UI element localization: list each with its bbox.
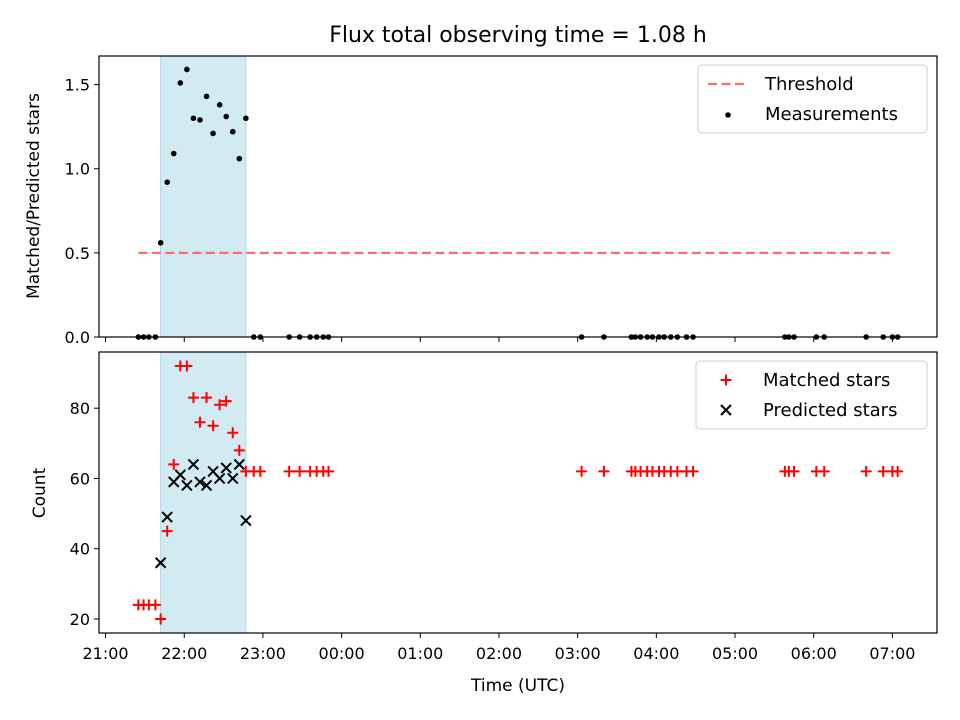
- x-axis-label: Time (UTC): [470, 676, 565, 696]
- measurement-point: [197, 117, 203, 123]
- predicted-star-marker: [154, 557, 167, 569]
- predicted-star-marker: [240, 514, 252, 527]
- x-tick-label: 07:00: [869, 644, 915, 663]
- y-tick-label: 0.5: [65, 244, 90, 263]
- predicted-star-marker: [200, 479, 213, 492]
- predicted-star-marker: [174, 469, 187, 481]
- x-tick-label: 02:00: [476, 644, 522, 663]
- legend-label-predicted: Predicted stars: [763, 400, 897, 421]
- x-tick-label: 23:00: [240, 644, 286, 663]
- y-tick-label: 1.5: [65, 76, 90, 95]
- measurement-point: [229, 128, 236, 135]
- x-tick-label: 04:00: [633, 644, 679, 663]
- measurement-point: [210, 130, 216, 137]
- y-tick-label: 60: [70, 469, 90, 488]
- matched-star-marker: [187, 392, 199, 404]
- measurement-point: [184, 66, 190, 73]
- legend: Matched stars Predicted stars: [695, 360, 928, 430]
- matched-star-marker: [220, 395, 232, 407]
- x-tick-label: 22:00: [161, 644, 207, 663]
- matched-star-marker: [168, 458, 180, 470]
- observing-span: [160, 351, 247, 634]
- legend-box: [697, 64, 928, 134]
- matched-star-marker: [892, 465, 904, 477]
- predicted-star-marker: [233, 458, 246, 471]
- measurement-point: [170, 150, 177, 157]
- matched-star-marker: [720, 374, 732, 386]
- predicted-star-marker: [213, 472, 226, 485]
- x-tick-label: 21:00: [83, 644, 129, 663]
- matched-star-marker: [576, 465, 588, 477]
- measurement-point: [190, 115, 197, 122]
- predicted-star-marker: [161, 511, 173, 523]
- chart-title: Flux total observing time = 1.08 h: [329, 23, 707, 48]
- matched-star-marker: [161, 525, 173, 537]
- y-tick-label: 0.0: [65, 328, 90, 347]
- matched-star-marker: [149, 599, 161, 611]
- legend-measurement-swatch: [725, 112, 731, 118]
- x-tick-label: 05:00: [712, 644, 758, 663]
- x-tick-label: 00:00: [319, 644, 365, 663]
- bottom-y-axis-label: Count: [30, 467, 50, 518]
- legend-label-measurements: Measurements: [765, 104, 898, 125]
- x-tick-label: 06:00: [791, 644, 837, 663]
- matched-star-marker: [598, 465, 610, 477]
- y-tick-label: 20: [70, 610, 90, 629]
- measurement-point: [157, 239, 164, 246]
- matched-star-marker: [194, 416, 206, 428]
- observing-span: [160, 55, 247, 338]
- y-tick-label: 40: [70, 540, 90, 559]
- predicted-star-marker: [187, 458, 200, 471]
- top-panel: 0.0 0.5 1.0 1.5 Threshold Measurements: [65, 55, 938, 347]
- y-tick-label: 80: [70, 399, 90, 418]
- measurement-point: [164, 179, 170, 185]
- matched-star-marker: [877, 465, 889, 477]
- matched-star-marker: [181, 360, 193, 372]
- matched-star-marker: [294, 465, 306, 477]
- bottom-panel: 21:00 22:00 23:00 00:00 01:00 02:00 03:00 04:00…: [70, 351, 938, 663]
- matched-star-marker: [233, 444, 245, 456]
- matched-star-marker: [227, 427, 239, 439]
- y-tick-label: 1.0: [65, 160, 90, 179]
- legend-label-threshold: Threshold: [764, 74, 854, 95]
- matched-star-marker: [254, 465, 266, 477]
- measurement-point: [203, 93, 210, 100]
- matched-star-marker: [860, 465, 872, 477]
- axes-frame: [98, 55, 938, 338]
- matched-star-marker: [155, 613, 167, 625]
- measurement-point: [223, 113, 230, 120]
- x-tick-label: 03:00: [555, 644, 601, 663]
- matched-star-marker: [788, 465, 800, 477]
- matched-star-marker: [207, 420, 219, 432]
- predicted-star-marker: [720, 404, 732, 416]
- measurement-point: [243, 115, 249, 122]
- predicted-star-marker: [227, 472, 239, 485]
- matched-star-marker: [687, 465, 699, 477]
- measurement-point: [216, 101, 223, 108]
- matched-star-marker: [214, 399, 226, 411]
- legend: Threshold Measurements: [697, 64, 928, 134]
- legend-label-matched: Matched stars: [763, 370, 890, 391]
- predicted-star-marker: [181, 479, 193, 492]
- matched-star-marker: [283, 465, 295, 477]
- x-tick-label: 01:00: [397, 644, 443, 663]
- legend-box: [695, 360, 928, 430]
- matched-star-marker: [671, 465, 683, 477]
- matched-star-marker: [322, 465, 334, 477]
- matched-star-marker: [201, 392, 213, 404]
- axes-frame: [98, 351, 938, 634]
- predicted-star-marker: [220, 462, 232, 474]
- matched-star-marker: [818, 465, 830, 477]
- top-y-axis-label: Matched/Predicted stars: [24, 93, 44, 299]
- measurement-point: [177, 80, 184, 86]
- measurement-point: [236, 155, 243, 162]
- predicted-star-marker: [194, 476, 206, 488]
